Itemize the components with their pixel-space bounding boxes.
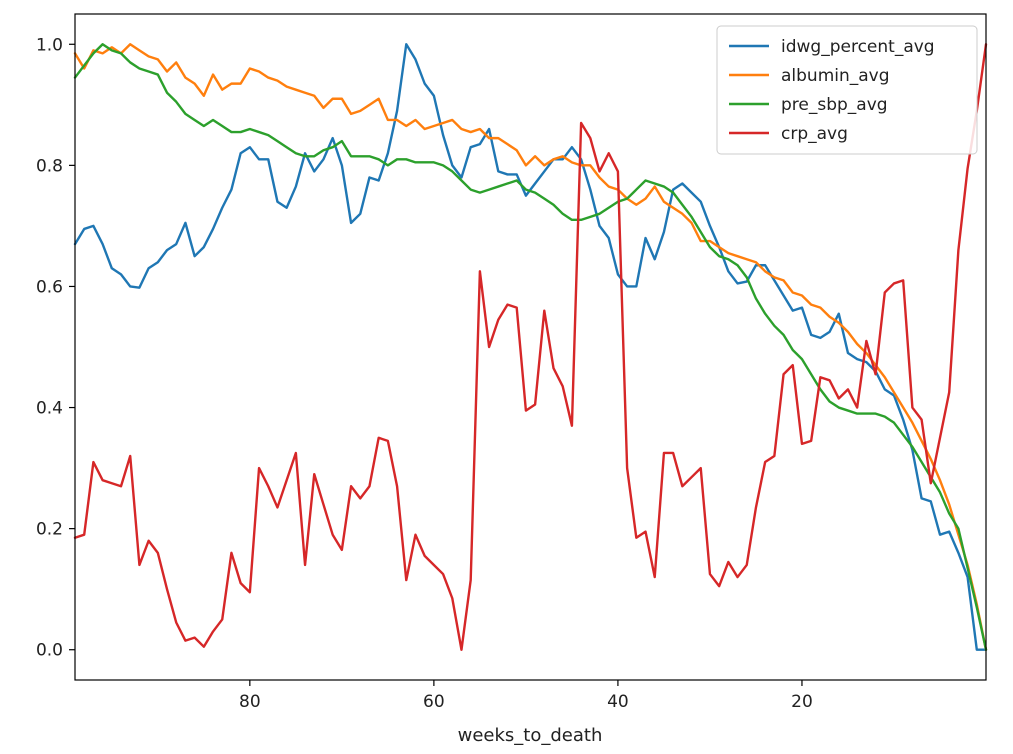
- x-tick-label: 80: [239, 692, 261, 712]
- y-tick-label: 0.4: [36, 399, 63, 419]
- y-axis: 0.0 0.2 0.4 0.6 0.8 1.0: [36, 35, 75, 661]
- x-tick-label: 20: [791, 692, 813, 712]
- legend-frame: [716, 25, 978, 155]
- y-tick-label: 0.8: [36, 156, 63, 176]
- x-axis-title: weeks_to_death: [458, 725, 603, 746]
- plot-frame: [74, 13, 987, 681]
- legend-label-crp_avg: crp_avg: [781, 124, 848, 144]
- series-line-albumin_avg: [73, 43, 988, 651]
- legend-entries: idwg_percent_avg albumin_avg pre_sbp_avgcr…: [729, 37, 935, 144]
- y-tick-label: 0.0: [36, 641, 63, 661]
- y-tick-label: 0.2: [36, 520, 63, 540]
- legend-label-albumin_avg: albumin_avg: [781, 66, 890, 86]
- legend-label-pre_sbp_avg: pre_sbp_avg: [781, 95, 888, 115]
- legend-label-idwg_percent_avg: idwg_percent_avg: [781, 37, 935, 57]
- series-line-crp_avg: [73, 43, 988, 651]
- x-tick-label: 60: [423, 692, 445, 712]
- series-line-pre_sbp_avg: [73, 43, 988, 651]
- series-layer: [73, 43, 988, 651]
- y-tick-label: 0.6: [36, 277, 63, 297]
- x-tick-label: 40: [607, 692, 629, 712]
- y-tick-label: 1.0: [36, 35, 63, 55]
- x-axis: 80 60 40 20: [239, 680, 813, 712]
- series-line-idwg_percent_avg: [73, 43, 988, 651]
- legend: idwg_percent_avg albumin_avg pre_sbp_avgcr…: [716, 25, 978, 155]
